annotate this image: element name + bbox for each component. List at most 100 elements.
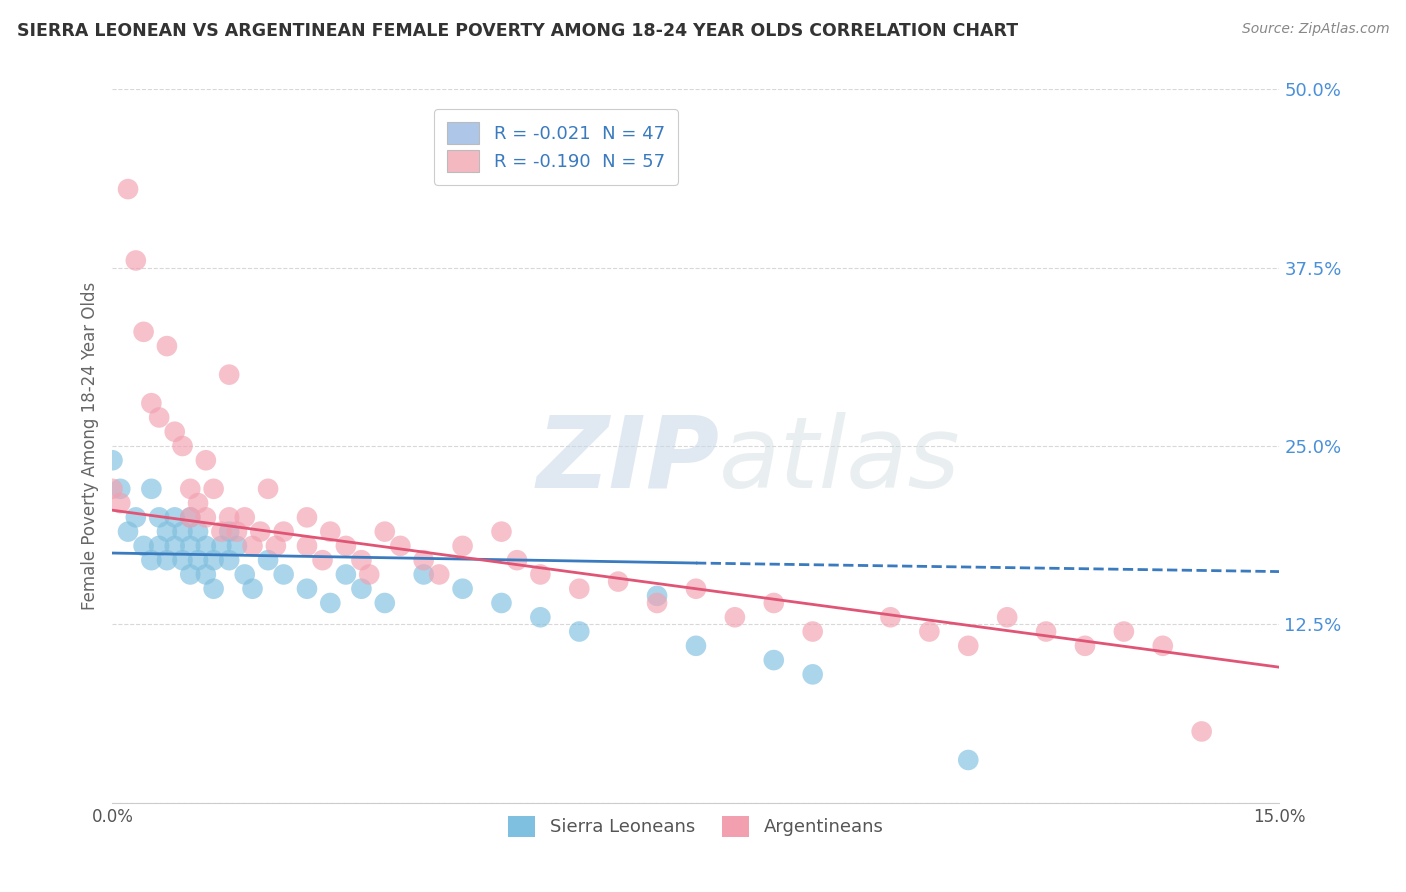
Point: [156, 339, 179, 353]
Point: [374, 596, 396, 610]
Point: [179, 510, 201, 524]
Point: [1074, 639, 1097, 653]
Point: [163, 510, 186, 524]
Point: [163, 425, 186, 439]
Point: [110, 482, 132, 496]
Point: [319, 524, 342, 539]
Point: [172, 524, 194, 539]
Point: [156, 524, 179, 539]
Point: [125, 510, 148, 524]
Point: [1152, 639, 1174, 653]
Point: [506, 553, 529, 567]
Point: [101, 453, 124, 467]
Point: [194, 539, 217, 553]
Point: [187, 496, 209, 510]
Point: [957, 639, 980, 653]
Text: SIERRA LEONEAN VS ARGENTINEAN FEMALE POVERTY AMONG 18-24 YEAR OLDS CORRELATION C: SIERRA LEONEAN VS ARGENTINEAN FEMALE POV…: [17, 22, 1018, 40]
Point: [311, 553, 333, 567]
Point: [101, 482, 124, 496]
Point: [491, 596, 513, 610]
Point: [172, 439, 194, 453]
Point: [350, 553, 373, 567]
Point: [209, 524, 232, 539]
Point: [801, 667, 824, 681]
Point: [685, 582, 707, 596]
Point: [762, 653, 785, 667]
Point: [132, 325, 155, 339]
Point: [568, 582, 591, 596]
Point: [295, 539, 318, 553]
Point: [568, 624, 591, 639]
Point: [226, 524, 249, 539]
Point: [179, 539, 201, 553]
Point: [242, 582, 264, 596]
Point: [179, 510, 201, 524]
Point: [163, 539, 186, 553]
Point: [762, 596, 785, 610]
Point: [110, 496, 132, 510]
Point: [218, 553, 240, 567]
Point: [529, 610, 551, 624]
Point: [374, 524, 396, 539]
Point: [529, 567, 551, 582]
Point: [141, 396, 163, 410]
Point: [918, 624, 941, 639]
Point: [264, 539, 287, 553]
Text: ZIP: ZIP: [536, 412, 720, 508]
Point: [148, 510, 170, 524]
Point: [156, 553, 179, 567]
Point: [179, 482, 201, 496]
Point: [194, 567, 217, 582]
Point: [141, 482, 163, 496]
Point: [187, 524, 209, 539]
Point: [645, 589, 668, 603]
Point: [451, 582, 474, 596]
Point: [132, 539, 155, 553]
Point: [249, 524, 271, 539]
Text: Source: ZipAtlas.com: Source: ZipAtlas.com: [1241, 22, 1389, 37]
Point: [607, 574, 630, 589]
Point: [218, 524, 240, 539]
Point: [451, 539, 474, 553]
Point: [645, 596, 668, 610]
Point: [257, 553, 280, 567]
Point: [995, 610, 1018, 624]
Point: [273, 567, 295, 582]
Point: [125, 253, 148, 268]
Point: [209, 539, 232, 553]
Point: [187, 553, 209, 567]
Point: [957, 753, 980, 767]
Point: [242, 539, 264, 553]
Point: [1112, 624, 1135, 639]
Point: [218, 368, 240, 382]
Point: [1035, 624, 1057, 639]
Point: [491, 524, 513, 539]
Point: [172, 553, 194, 567]
Point: [202, 482, 225, 496]
Point: [233, 510, 256, 524]
Point: [335, 567, 357, 582]
Point: [194, 510, 217, 524]
Point: [335, 539, 357, 553]
Text: atlas: atlas: [720, 412, 960, 508]
Point: [801, 624, 824, 639]
Point: [295, 582, 318, 596]
Point: [194, 453, 217, 467]
Point: [295, 510, 318, 524]
Point: [685, 639, 707, 653]
Point: [412, 553, 434, 567]
Point: [359, 567, 381, 582]
Point: [148, 539, 170, 553]
Point: [233, 567, 256, 582]
Point: [202, 582, 225, 596]
Point: [257, 482, 280, 496]
Point: [117, 182, 139, 196]
Point: [273, 524, 295, 539]
Point: [148, 410, 170, 425]
Point: [412, 567, 434, 582]
Point: [879, 610, 901, 624]
Point: [141, 553, 163, 567]
Y-axis label: Female Poverty Among 18-24 Year Olds: Female Poverty Among 18-24 Year Olds: [80, 282, 98, 610]
Point: [179, 567, 201, 582]
Point: [350, 582, 373, 596]
